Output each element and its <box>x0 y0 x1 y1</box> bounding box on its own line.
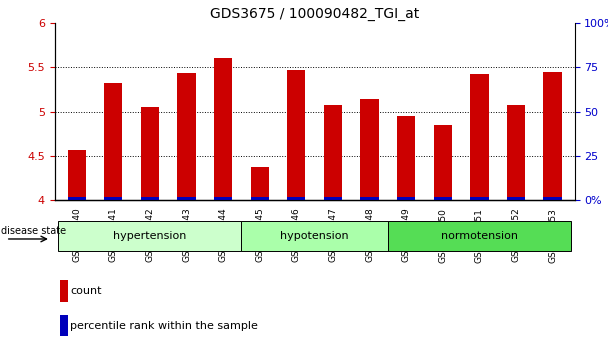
Bar <box>214 197 232 200</box>
Bar <box>104 197 122 200</box>
Title: GDS3675 / 100090482_TGI_at: GDS3675 / 100090482_TGI_at <box>210 7 420 21</box>
Bar <box>104 83 122 200</box>
Bar <box>214 58 232 200</box>
Bar <box>434 125 452 200</box>
Bar <box>67 197 86 200</box>
Bar <box>178 197 196 200</box>
Bar <box>287 197 305 200</box>
Bar <box>324 197 342 200</box>
FancyBboxPatch shape <box>241 221 388 251</box>
Bar <box>470 197 489 200</box>
Bar <box>434 197 452 200</box>
Bar <box>324 105 342 200</box>
Bar <box>361 99 379 200</box>
Bar <box>140 107 159 200</box>
Bar <box>60 315 67 336</box>
Text: normotension: normotension <box>441 230 518 241</box>
Bar <box>67 149 86 200</box>
Text: count: count <box>71 286 102 296</box>
Bar <box>178 74 196 200</box>
FancyBboxPatch shape <box>388 221 571 251</box>
Bar <box>287 70 305 200</box>
Bar <box>397 116 415 200</box>
FancyBboxPatch shape <box>58 221 241 251</box>
Bar <box>507 105 525 200</box>
Bar <box>507 197 525 200</box>
Bar <box>544 197 562 200</box>
Bar <box>140 197 159 200</box>
Text: disease state: disease state <box>1 226 66 236</box>
Bar <box>361 197 379 200</box>
Text: percentile rank within the sample: percentile rank within the sample <box>71 320 258 331</box>
Text: hypertension: hypertension <box>113 230 187 241</box>
Text: hypotension: hypotension <box>280 230 349 241</box>
Bar <box>250 167 269 200</box>
Bar <box>397 197 415 200</box>
Bar <box>250 197 269 200</box>
Bar <box>470 74 489 200</box>
Bar <box>60 280 67 302</box>
Bar <box>544 72 562 200</box>
